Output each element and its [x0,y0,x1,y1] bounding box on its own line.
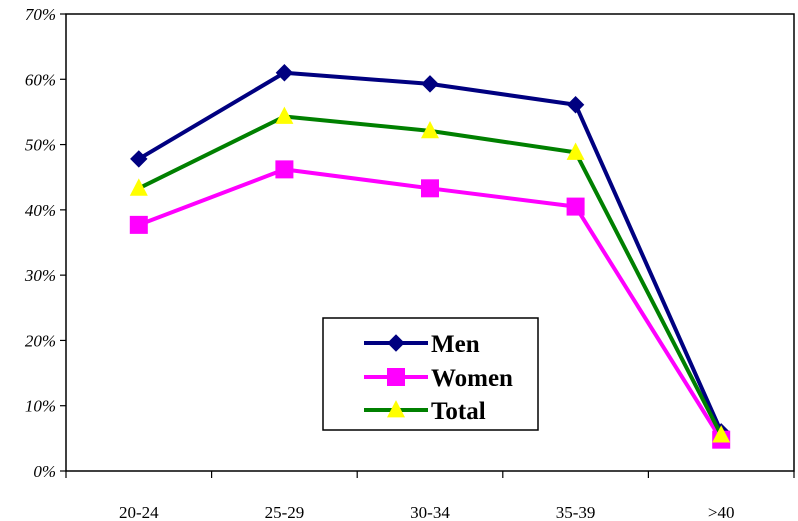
y-axis: 0% 10% 20% 30% 40% 50% 60% 70% [24,5,66,481]
data-point-square [566,197,585,216]
data-point-triangle [712,425,731,443]
legend-label: Women [431,365,513,392]
y-tick-label: 70% [25,5,56,24]
legend: Men Women Total [322,317,539,431]
data-point-diamond [130,150,148,168]
legend-box [322,317,539,431]
legend-label: Total [431,398,486,425]
x-tick-label: 20-24 [119,503,159,521]
data-point-square [387,368,405,386]
data-point-triangle [387,400,405,418]
x-tick-label: >40 [708,503,735,521]
data-point-square [275,160,294,179]
data-point-triangle [421,120,439,139]
data-point-diamond [275,64,294,82]
legend-item-men: Men [364,331,480,358]
y-tick-label: 20% [25,331,56,350]
y-tick-label: 10% [25,397,56,416]
series-total [129,106,731,443]
series-layer [129,64,731,449]
y-tick-label: 0% [33,462,56,481]
data-point-triangle [275,106,294,124]
data-point-diamond [387,334,405,352]
y-tick-label: 40% [25,201,56,220]
x-tick-label: 35-39 [556,503,596,521]
x-axis: 20-24 25-29 30-34 35-39 >40 [65,471,795,521]
data-point-square [421,179,439,198]
data-point-triangle [566,142,585,160]
y-tick-label: 30% [24,266,56,285]
y-tick-label: 60% [25,70,56,89]
data-point-triangle [129,178,148,196]
data-point-square [129,215,148,234]
legend-item-total: Total [364,398,486,425]
legend-label: Men [431,331,480,358]
x-tick-label: 25-29 [265,503,305,521]
data-point-diamond [421,75,439,93]
data-point-diamond [566,96,585,114]
x-tick-label: 30-34 [410,503,450,521]
y-tick-label: 50% [25,136,56,155]
legend-item-women: Women [364,365,513,392]
